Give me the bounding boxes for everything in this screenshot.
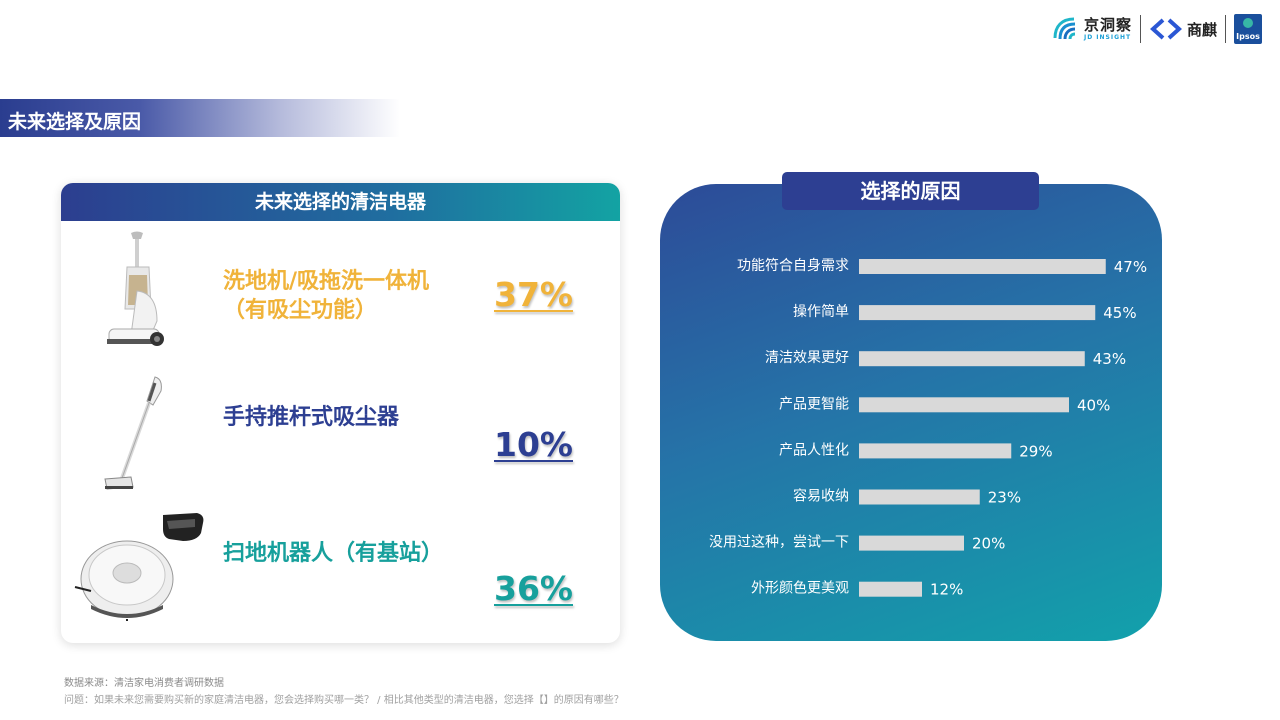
reason-value-label: 40% (1077, 396, 1110, 414)
reason-bar (859, 397, 1069, 413)
jd-wave-icon (1053, 17, 1076, 40)
section-title: 未来选择及原因 (8, 111, 142, 133)
reason-value-label: 43% (1093, 350, 1126, 368)
logo-divider (1139, 15, 1141, 43)
logo-divider (1225, 15, 1226, 43)
section-title-bar: 未来选择及原因 (0, 99, 400, 137)
reason-bar (859, 305, 1096, 321)
reason-label: 产品更智能 (779, 396, 849, 412)
reason-bar (859, 489, 980, 505)
logo-bar: 京洞察 JD INSIGHT 商麒 Ipsos (1052, 12, 1262, 46)
shangqi-logo-text: 商麒 (1186, 20, 1217, 39)
choice-3-pct: 36% (494, 569, 573, 608)
choice-1-pct: 37% (494, 275, 573, 314)
reasons-bar-chart: 功能符合自身需求 47% 操作简单 45% 清洁效果更好 43% 产品更智能 40% 产品人性化… (709, 258, 1147, 599)
jd-logo-text: 京洞察 (1083, 15, 1132, 34)
reason-label: 产品人性化 (779, 442, 849, 458)
question-note: 问题：如果未来您需要购买新的家庭清洁电器，您会选择购买哪一类？ / 相比其他类型… (64, 695, 624, 706)
reason-value-label: 29% (1019, 442, 1052, 460)
reason-bar (859, 443, 1012, 459)
jd-insight-logo: 京洞察 JD INSIGHT (1052, 16, 1132, 42)
reason-value-label: 45% (1103, 304, 1136, 322)
reason-label: 外形颜色更美观 (751, 580, 849, 597)
floor-washer-image (107, 231, 164, 346)
reason-bar (859, 535, 964, 551)
future-choice-card: 未来选择的清洁电器 洗地机/吸拖洗一体机 （有吸尘功能） 37% (61, 183, 620, 643)
shangqi-logo: 商麒 (1149, 17, 1217, 41)
reason-label: 操作简单 (793, 303, 849, 320)
reason-bar (859, 351, 1085, 367)
reason-label: 容易收纳 (793, 488, 849, 505)
reason-value-label: 12% (930, 581, 963, 599)
choice-1-label-line2: （有吸尘功能） (223, 298, 378, 323)
reason-label: 没用过这种，尝试一下 (709, 534, 849, 551)
jd-logo-subtext: JD INSIGHT (1083, 33, 1132, 41)
ipsos-logo-text: Ipsos (1236, 32, 1260, 41)
ipsos-mark-icon (1243, 18, 1253, 28)
reason-bar (859, 259, 1106, 274)
choice-3-label: 扫地机器人（有基站） (223, 539, 443, 568)
reason-value-label: 47% (1114, 258, 1147, 276)
reasons-title: 选择的原因 (782, 172, 1039, 210)
reason-label: 功能符合自身需求 (737, 258, 849, 274)
choice-3-label-line1: 扫地机器人（有基站） (223, 541, 444, 566)
shangqi-chevron-icon (1149, 18, 1182, 40)
choice-1-label: 洗地机/吸拖洗一体机 （有吸尘功能） (223, 267, 429, 325)
reason-value-label: 20% (972, 535, 1005, 553)
data-source-note: 数据来源：清洁家电消费者调研数据 (64, 678, 224, 689)
choice-2-label-line1: 手持推杆式吸尘器 (223, 405, 400, 430)
choice-2-pct: 10% (494, 425, 573, 464)
ipsos-logo: Ipsos (1234, 14, 1262, 44)
robot-vacuum-image (74, 513, 204, 621)
choice-1-label-line1: 洗地机/吸拖洗一体机 (223, 269, 430, 294)
reason-value-label: 23% (988, 489, 1021, 507)
reason-bar (859, 581, 922, 597)
reason-label: 清洁效果更好 (765, 350, 849, 366)
future-choice-title: 未来选择的清洁电器 (61, 183, 620, 221)
stick-vacuum-image (104, 376, 162, 490)
choice-2-label: 手持推杆式吸尘器 (223, 403, 399, 432)
